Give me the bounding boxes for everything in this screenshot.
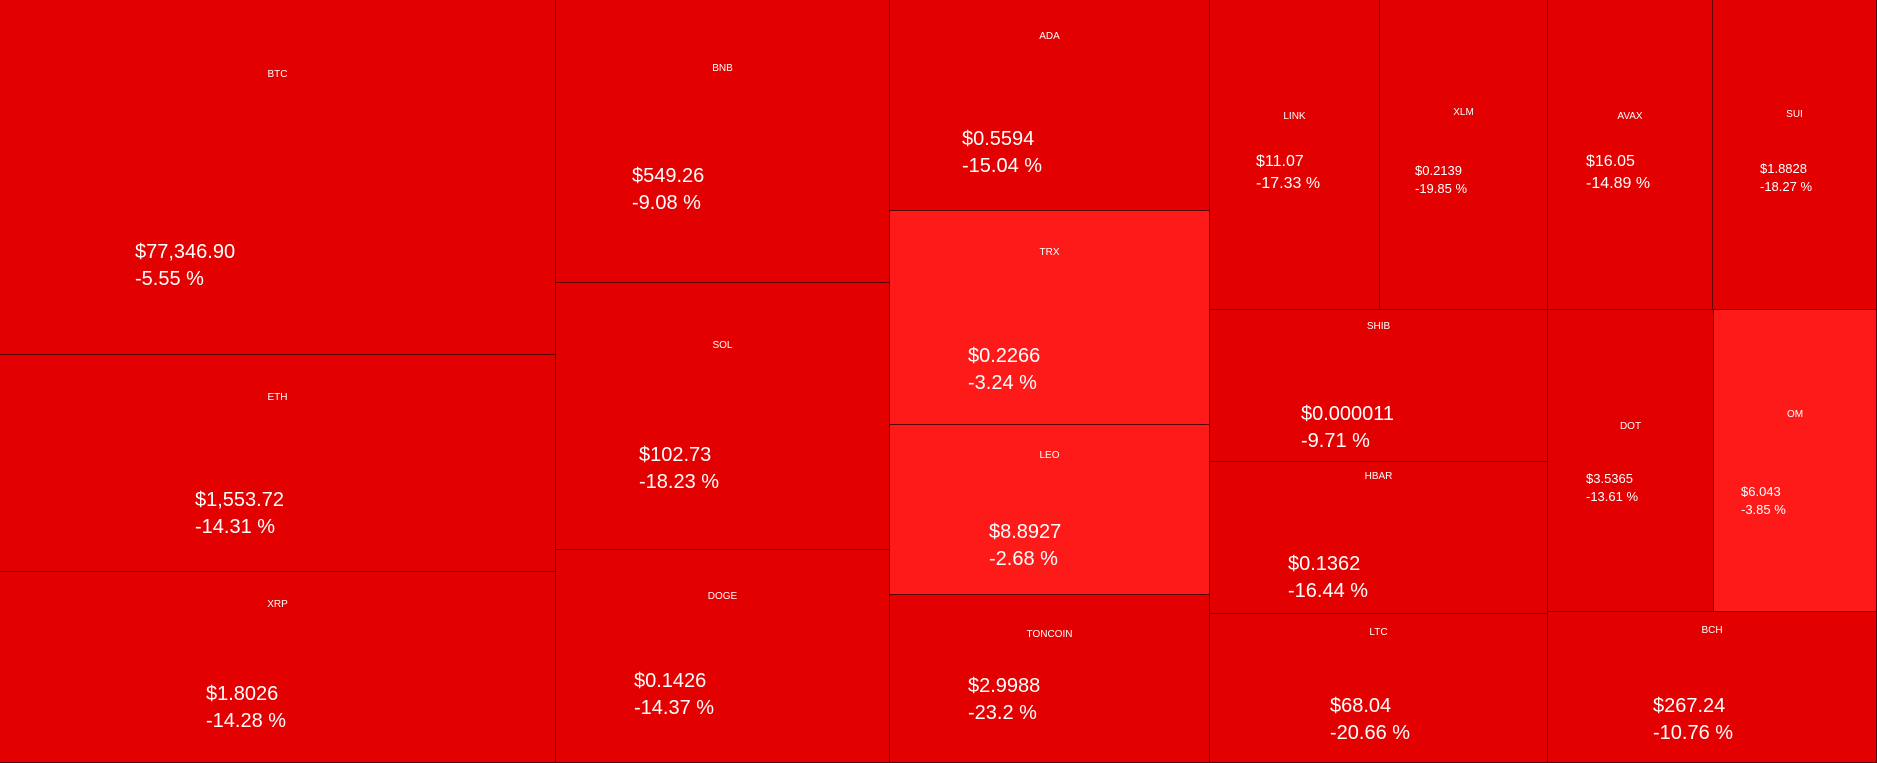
tile-symbol: XLM (1453, 107, 1474, 118)
tile-change: -9.08 % (632, 192, 701, 214)
tile-change: -13.61 % (1586, 489, 1639, 504)
tile-change: -17.33 % (1256, 175, 1321, 192)
tile-change: -19.85 % (1415, 181, 1468, 196)
tile-change: -15.04 % (962, 155, 1043, 177)
tile-symbol: TONCOIN (1026, 629, 1073, 640)
tile-change: -3.85 % (1741, 502, 1786, 517)
tile-shib[interactable]: SHIB $0.000011 -9.71 % (1210, 310, 1548, 462)
tile-sui[interactable]: SUI $1.8828 -18.27 % (1713, 0, 1877, 310)
tile-ltc[interactable]: LTC $68.04 -20.66 % (1210, 614, 1548, 763)
tile-hbar[interactable]: HBAR $0.1362 -16.44 % (1210, 462, 1548, 614)
tile-price: $6.043 (1741, 484, 1781, 499)
tile-change: -14.31 % (195, 516, 276, 538)
tile-om[interactable]: OM $6.043 -3.85 % (1714, 310, 1877, 612)
tile-price: $1.8026 (206, 683, 279, 705)
tile-trx[interactable]: TRX $0.2266 -3.24 % (890, 211, 1210, 425)
tile-eth[interactable]: ETH $1,553.72 -14.31 % (0, 355, 556, 572)
tile-change: -5.55 % (135, 268, 204, 290)
tile-ada[interactable]: ADA $0.5594 -15.04 % (890, 0, 1210, 211)
tile-price: $0.1426 (634, 670, 707, 692)
tile-price: $0.5594 (962, 128, 1035, 150)
tile-toncoin[interactable]: TONCOIN $2.9988 -23.2 % (890, 595, 1210, 763)
tile-symbol: BNB (712, 63, 733, 74)
tile-price: $549.26 (632, 165, 705, 187)
tile-change: -23.2 % (968, 702, 1037, 724)
tile-xrp[interactable]: XRP $1.8026 -14.28 % (0, 572, 556, 763)
tile-symbol: XRP (267, 599, 288, 610)
tile-price: $77,346.90 (135, 241, 236, 263)
tile-price: $1,553.72 (195, 489, 284, 511)
tile-price: $0.000011 (1301, 403, 1395, 425)
tile-price: $11.07 (1256, 153, 1304, 170)
tile-symbol: HBAR (1364, 471, 1393, 482)
tile-price: $0.1362 (1288, 553, 1361, 575)
tile-bnb[interactable]: BNB $549.26 -9.08 % (556, 0, 890, 283)
tile-price: $16.05 (1586, 153, 1635, 170)
tile-price: $2.9988 (968, 675, 1041, 697)
tile-change: -10.76 % (1653, 722, 1734, 744)
tile-price: $1.8828 (1760, 161, 1807, 176)
tile-price: $68.04 (1330, 695, 1392, 717)
tile-dot[interactable]: DOT $3.5365 -13.61 % (1548, 310, 1714, 612)
tile-change: -3.24 % (968, 372, 1037, 394)
tile-symbol: SOL (712, 340, 733, 351)
tile-change: -20.66 % (1330, 722, 1411, 744)
tile-symbol: SHIB (1366, 321, 1391, 332)
tile-change: -18.23 % (639, 471, 720, 493)
tile-price: $267.24 (1653, 695, 1726, 717)
tile-symbol: SUI (1786, 109, 1803, 120)
tile-leo[interactable]: LEO $8.8927 -2.68 % (890, 425, 1210, 595)
tile-change: -14.89 % (1586, 175, 1651, 192)
tile-link[interactable]: LINK $11.07 -17.33 % (1210, 0, 1380, 310)
tile-symbol: LEO (1039, 450, 1060, 461)
tile-change: -14.37 % (634, 697, 715, 719)
tile-xlm[interactable]: XLM $0.2139 -19.85 % (1380, 0, 1548, 310)
tile-change: -18.27 % (1760, 179, 1813, 194)
tile-price: $0.2139 (1415, 163, 1462, 178)
tile-symbol: LTC (1369, 627, 1388, 638)
tile-symbol: TRX (1039, 247, 1060, 258)
tile-symbol: ADA (1039, 31, 1060, 42)
tile-symbol: ETH (267, 392, 288, 403)
tile-price: $102.73 (639, 444, 712, 466)
tile-price: $8.8927 (989, 521, 1062, 543)
tile-change: -14.28 % (206, 710, 287, 732)
tile-avax[interactable]: AVAX $16.05 -14.89 % (1548, 0, 1713, 310)
tile-change: -2.68 % (989, 548, 1058, 570)
tile-symbol: BCH (1701, 625, 1723, 636)
tile-change: -16.44 % (1288, 580, 1369, 602)
tile-bch[interactable]: BCH $267.24 -10.76 % (1548, 612, 1877, 763)
tile-symbol: OM (1786, 409, 1804, 420)
tile-symbol: BTC (267, 69, 288, 80)
tile-price: $3.5365 (1586, 471, 1633, 486)
tile-btc[interactable]: BTC $77,346.90 -5.55 % (0, 0, 556, 355)
tile-symbol: DOGE (707, 591, 738, 602)
tile-symbol: DOT (1619, 421, 1642, 432)
tile-price: $0.2266 (968, 345, 1041, 367)
tile-symbol: AVAX (1617, 111, 1643, 122)
tile-symbol: LINK (1283, 111, 1306, 122)
tile-change: -9.71 % (1301, 430, 1370, 452)
tile-doge[interactable]: DOGE $0.1426 -14.37 % (556, 550, 890, 763)
tile-sol[interactable]: SOL $102.73 -18.23 % (556, 283, 890, 550)
